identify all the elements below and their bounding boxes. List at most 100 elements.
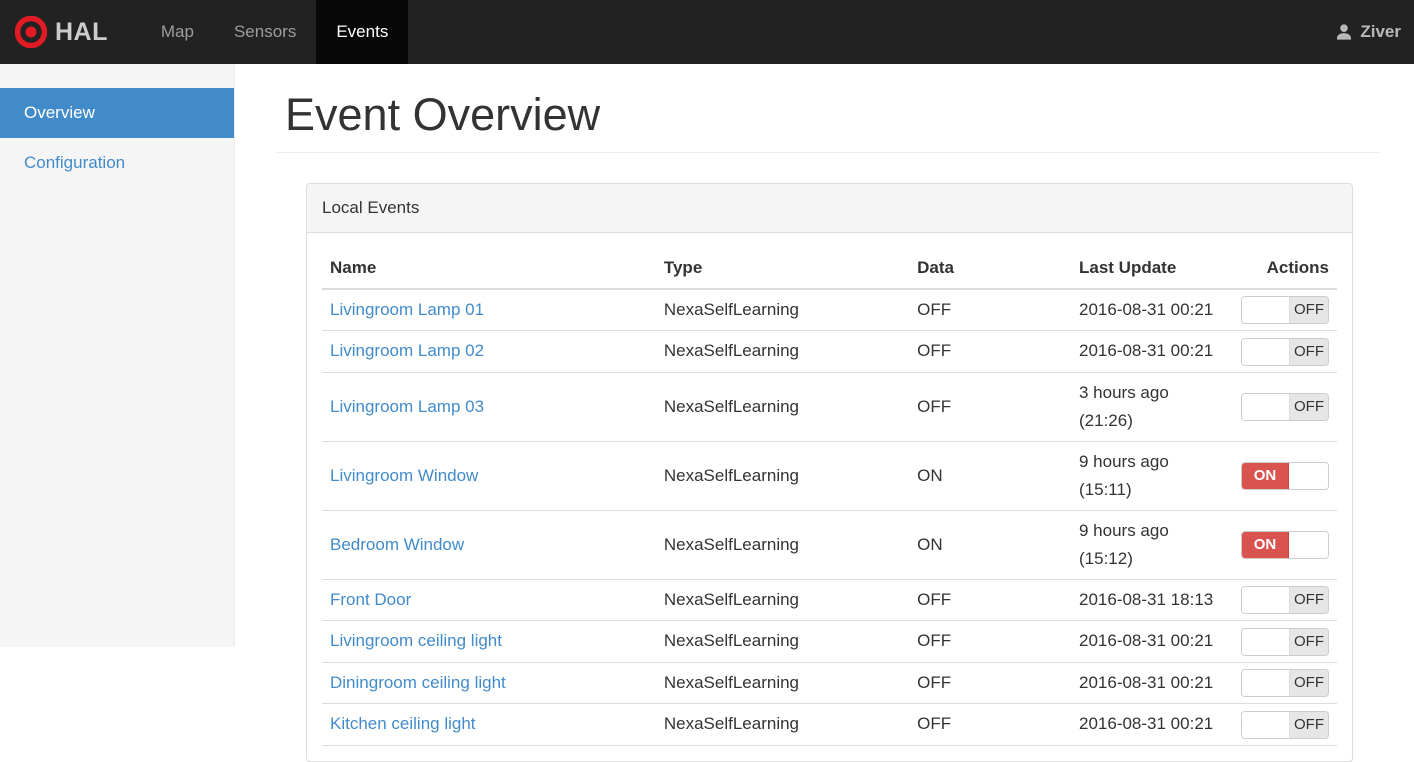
event-data: OFF [909, 331, 1071, 373]
event-type: NexaSelfLearning [656, 662, 909, 704]
event-data: ON [909, 510, 1071, 579]
brand-link[interactable]: HAL [0, 0, 123, 64]
event-name-link[interactable]: Livingroom Lamp 03 [330, 397, 484, 416]
col-header-name: Name [322, 248, 656, 289]
event-toggle-switch[interactable]: OFF [1241, 296, 1329, 324]
event-toggle-switch[interactable]: OFF [1241, 393, 1329, 421]
toggle-knob [1289, 532, 1328, 558]
event-type: NexaSelfLearning [656, 579, 909, 621]
nav-item-sensors[interactable]: Sensors [214, 0, 316, 64]
panel-body: Name Type Data Last Update Actions Livin… [307, 233, 1352, 761]
event-name-link[interactable]: Livingroom Window [330, 466, 478, 485]
event-name-link[interactable]: Livingroom Lamp 02 [330, 341, 484, 360]
event-last-update: 2016-08-31 00:21 [1071, 621, 1233, 663]
event-type: NexaSelfLearning [656, 289, 909, 331]
user-name: Ziver [1360, 22, 1401, 42]
event-type: NexaSelfLearning [656, 372, 909, 441]
toggle-state-label: OFF [1289, 670, 1328, 696]
event-data: OFF [909, 704, 1071, 746]
toggle-state-label: OFF [1289, 297, 1328, 323]
toggle-knob [1242, 629, 1289, 655]
toggle-state-label: ON [1242, 532, 1289, 558]
event-name-link[interactable]: Diningroom ceiling light [330, 673, 506, 692]
col-header-data: Data [909, 248, 1071, 289]
col-header-type: Type [656, 248, 909, 289]
table-row: Livingroom Lamp 01 NexaSelfLearning OFF … [322, 289, 1337, 331]
event-name-link[interactable]: Livingroom Lamp 01 [330, 300, 484, 319]
event-toggle-switch[interactable]: OFF [1241, 628, 1329, 656]
table-row: Bedroom Window NexaSelfLearning ON 9 hou… [322, 510, 1337, 579]
nav-item-events[interactable]: Events [316, 0, 408, 64]
table-row: Diningroom ceiling light NexaSelfLearnin… [322, 662, 1337, 704]
panel-container: Local Events Name Type Data Last Update … [276, 153, 1380, 762]
main-nav: Map Sensors Events [141, 0, 408, 64]
event-data: OFF [909, 289, 1071, 331]
event-name-link[interactable]: Kitchen ceiling light [330, 714, 476, 733]
panel-title: Local Events [307, 184, 1352, 233]
event-name-link[interactable]: Livingroom ceiling light [330, 631, 502, 650]
event-last-update: 2016-08-31 18:13 [1071, 579, 1233, 621]
events-table: Name Type Data Last Update Actions Livin… [322, 248, 1337, 746]
sidebar: Overview Configuration [0, 64, 235, 647]
table-header-row: Name Type Data Last Update Actions [322, 248, 1337, 289]
toggle-knob [1242, 297, 1289, 323]
event-last-update: 2016-08-31 00:21 [1071, 662, 1233, 704]
event-last-update: 2016-08-31 00:21 [1071, 331, 1233, 373]
toggle-state-label: OFF [1289, 629, 1328, 655]
toggle-state-label: ON [1242, 463, 1289, 489]
event-data: OFF [909, 621, 1071, 663]
event-toggle-switch[interactable]: OFF [1241, 711, 1329, 739]
event-name-link[interactable]: Bedroom Window [330, 535, 464, 554]
toggle-state-label: OFF [1289, 394, 1328, 420]
top-navbar: HAL Map Sensors Events Ziver [0, 0, 1414, 64]
event-data: OFF [909, 579, 1071, 621]
table-row: Livingroom Window NexaSelfLearning ON 9 … [322, 441, 1337, 510]
col-header-actions: Actions [1233, 248, 1337, 289]
event-type: NexaSelfLearning [656, 441, 909, 510]
table-row: Front Door NexaSelfLearning OFF 2016-08-… [322, 579, 1337, 621]
event-type: NexaSelfLearning [656, 704, 909, 746]
toggle-state-label: OFF [1289, 712, 1328, 738]
event-type: NexaSelfLearning [656, 621, 909, 663]
event-last-update: 3 hours ago (21:26) [1071, 372, 1233, 441]
event-last-update: 9 hours ago (15:12) [1071, 510, 1233, 579]
toggle-knob [1289, 463, 1328, 489]
event-toggle-switch[interactable]: OFF [1241, 338, 1329, 366]
toggle-knob [1242, 339, 1289, 365]
local-events-panel: Local Events Name Type Data Last Update … [306, 183, 1353, 762]
event-type: NexaSelfLearning [656, 510, 909, 579]
event-data: ON [909, 441, 1071, 510]
nav-item-map[interactable]: Map [141, 0, 214, 64]
table-row: Livingroom Lamp 03 NexaSelfLearning OFF … [322, 372, 1337, 441]
event-last-update: 9 hours ago (15:11) [1071, 441, 1233, 510]
table-row: Kitchen ceiling light NexaSelfLearning O… [322, 704, 1337, 746]
toggle-knob [1242, 670, 1289, 696]
bullseye-icon [15, 16, 47, 48]
brand-label: HAL [55, 18, 108, 47]
user-icon [1335, 23, 1353, 41]
table-row: Livingroom ceiling light NexaSelfLearnin… [322, 621, 1337, 663]
toggle-knob [1242, 394, 1289, 420]
toggle-knob [1242, 587, 1289, 613]
toggle-state-label: OFF [1289, 339, 1328, 365]
sidebar-item-configuration[interactable]: Configuration [0, 138, 234, 188]
event-last-update: 2016-08-31 00:21 [1071, 289, 1233, 331]
toggle-state-label: OFF [1289, 587, 1328, 613]
col-header-last-update: Last Update [1071, 248, 1233, 289]
toggle-knob [1242, 712, 1289, 738]
page-title: Event Overview [276, 90, 1380, 153]
event-toggle-switch[interactable]: OFF [1241, 586, 1329, 614]
event-toggle-switch[interactable]: ON [1241, 462, 1329, 490]
events-table-body: Livingroom Lamp 01 NexaSelfLearning OFF … [322, 289, 1337, 746]
sidebar-item-overview[interactable]: Overview [0, 88, 234, 138]
event-toggle-switch[interactable]: OFF [1241, 669, 1329, 697]
event-type: NexaSelfLearning [656, 331, 909, 373]
event-last-update: 2016-08-31 00:21 [1071, 704, 1233, 746]
table-row: Livingroom Lamp 02 NexaSelfLearning OFF … [322, 331, 1337, 373]
main-content: Event Overview Local Events Name Type Da… [235, 90, 1414, 762]
event-data: OFF [909, 372, 1071, 441]
user-menu[interactable]: Ziver [1322, 0, 1414, 64]
event-name-link[interactable]: Front Door [330, 590, 411, 609]
sidebar-nav: Overview Configuration [0, 88, 234, 188]
event-toggle-switch[interactable]: ON [1241, 531, 1329, 559]
